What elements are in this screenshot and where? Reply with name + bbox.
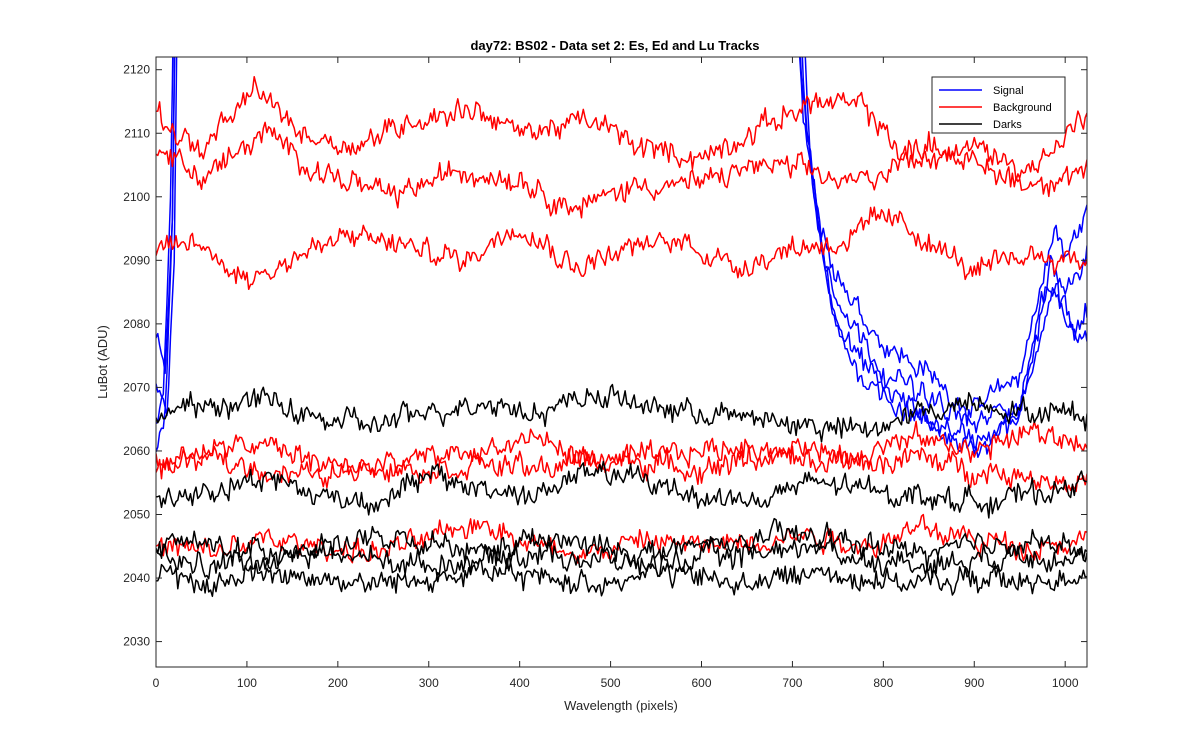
- y-axis: 2030 2040 2050 2060 2070 2080 2090 2100 2110 2120: [123, 63, 1087, 649]
- x-tick-label: 600: [691, 676, 711, 690]
- y-tick-label: 2110: [124, 126, 150, 140]
- series-line-darks: [156, 517, 1087, 570]
- y-tick-label: 2060: [123, 444, 150, 458]
- x-tick-label: 800: [873, 676, 893, 690]
- legend-label: Signal: [993, 85, 1024, 97]
- y-tick-label: 2100: [123, 190, 150, 204]
- legend-label: Background: [993, 102, 1052, 114]
- series-line-background: [156, 121, 1087, 219]
- series-layer: [156, 57, 1087, 598]
- series-line-background: [156, 206, 1087, 291]
- y-tick-label: 2070: [123, 380, 150, 394]
- y-tick-label: 2120: [123, 63, 150, 77]
- series-line-background: [156, 513, 1087, 564]
- x-tick-label: 100: [237, 676, 257, 690]
- series-line-darks: [156, 557, 1087, 598]
- plot-box: [155, 56, 1088, 668]
- series-line-signal: [156, 57, 1087, 453]
- y-tick-label: 2030: [123, 635, 150, 649]
- x-axis-label: Wavelength (pixels): [564, 698, 678, 713]
- series-line-signal: [156, 57, 1087, 427]
- y-tick-label: 2040: [123, 571, 150, 585]
- chart-title: day72: BS02 - Data set 2: Es, Ed and Lu …: [470, 38, 759, 53]
- series-line-signal: [156, 57, 1087, 459]
- legend-label: Darks: [993, 119, 1022, 131]
- y-tick-label: 2090: [123, 253, 150, 267]
- x-tick-label: 700: [782, 676, 802, 690]
- x-tick-label: 1000: [1052, 676, 1079, 690]
- x-tick-label: 900: [964, 676, 984, 690]
- series-line-darks: [156, 460, 1087, 519]
- legend: Signal Background Darks: [931, 76, 1066, 134]
- x-tick-label: 400: [510, 676, 530, 690]
- x-axis: 0 100 200 300 400 500 600 700 800 900 1000: [153, 57, 1079, 690]
- x-tick-label: 0: [153, 676, 160, 690]
- y-tick-label: 2080: [123, 317, 150, 331]
- series-line-background: [156, 438, 1087, 493]
- series-line-background: [156, 75, 1087, 182]
- x-tick-label: 200: [328, 676, 348, 690]
- series-line-darks: [156, 383, 1087, 443]
- y-tick-label: 2050: [123, 508, 150, 522]
- x-tick-label: 500: [601, 676, 621, 690]
- x-tick-label: 300: [419, 676, 439, 690]
- y-axis-label: LuBot (ADU): [95, 325, 110, 399]
